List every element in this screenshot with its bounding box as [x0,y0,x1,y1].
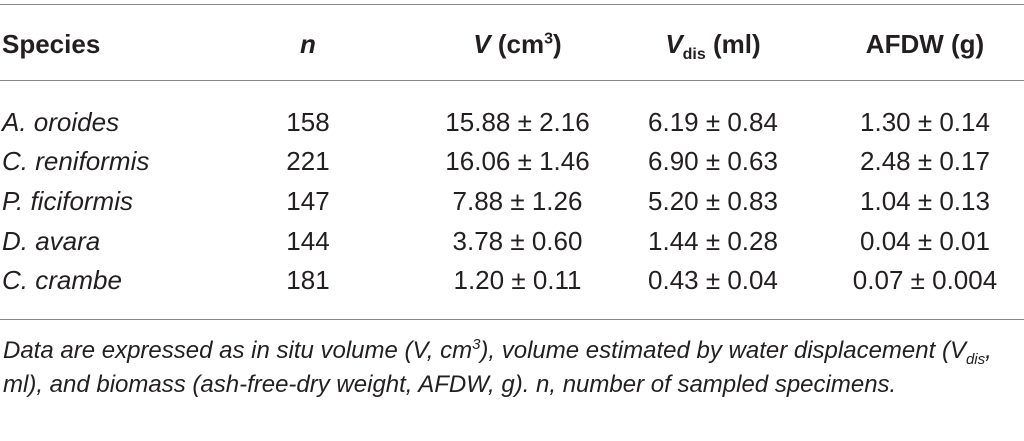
cell-species: D. avara [2,226,101,256]
header-species: Species [2,29,101,59]
table-row: P. ficiformis 147 7.88 ± 1.26 5.20 ± 0.8… [0,181,1024,221]
header-volume-unit-open: (cm [490,29,545,59]
table-footnote: Data are expressed as in situ volume (V,… [3,334,1021,402]
cell-volume: 16.06 ± 1.46 [445,146,590,176]
table-row: C. reniformis 221 16.06 ± 1.46 6.90 ± 0.… [0,141,1024,181]
table-top-rule [0,4,1024,5]
header-volume-unit-close: ) [553,29,562,59]
table-bottom-rule [0,319,1024,320]
table-row: A. oroides 158 15.88 ± 2.16 6.19 ± 0.84 … [0,102,1024,142]
header-n: n [300,29,316,59]
cell-n: 221 [286,146,330,176]
cell-species: P. ficiformis [2,186,133,216]
footnote-sub: dis [965,350,986,368]
cell-afdw: 0.07 ± 0.004 [852,265,998,295]
table-row: C. crambe 181 1.20 ± 0.11 0.43 ± 0.04 0.… [0,260,1024,300]
cell-afdw: 0.04 ± 0.01 [860,226,990,256]
cell-volume: 1.20 ± 0.11 [453,265,582,295]
header-volume-symbol: V [473,29,491,59]
header-vdis-symbol: V [665,29,683,59]
cell-vdis: 1.44 ± 0.28 [648,226,778,256]
table-header-row: Species n V (cm3) Vdis (ml) AFDW (g) [0,24,1024,64]
cell-species: C. crambe [2,265,122,295]
cell-species: A. oroides [2,107,120,137]
cell-n: 181 [286,265,330,295]
header-vdis-unit: (ml) [705,29,761,59]
cell-afdw: 2.48 ± 0.17 [860,146,990,176]
cell-vdis: 0.43 ± 0.04 [648,265,778,295]
cell-vdis: 6.19 ± 0.84 [648,107,778,137]
cell-vdis: 6.90 ± 0.63 [648,146,778,176]
cell-volume: 3.78 ± 0.60 [452,226,583,256]
footnote-exp: 3 [472,336,481,353]
table-header-rule [0,80,1024,81]
footnote-part1: Data are expressed as in situ volume (V,… [3,337,473,364]
cell-n: 144 [286,226,330,256]
cell-n: 147 [286,186,330,216]
cell-afdw: 1.30 ± 0.14 [860,107,990,137]
footnote-part2: ), volume estimated by water displacemen… [480,337,966,364]
cell-species: C. reniformis [2,146,150,176]
footnote-part3: , ml), and biomass (ash-free-dry weight,… [3,337,992,398]
cell-volume: 7.88 ± 1.26 [452,186,583,216]
header-vdis: Vdis (ml) [608,24,818,64]
header-afdw: AFDW (g) [865,29,985,59]
table-row: D. avara 144 3.78 ± 0.60 1.44 ± 0.28 0.0… [0,221,1024,261]
header-vdis-sub: dis [682,46,706,64]
cell-vdis: 5.20 ± 0.83 [648,186,778,216]
cell-volume: 15.88 ± 2.16 [445,107,590,137]
cell-afdw: 1.04 ± 0.13 [860,186,990,216]
cell-n: 158 [286,107,330,137]
header-volume: V (cm3) [395,24,640,64]
header-volume-unit-exp: 3 [544,30,554,48]
